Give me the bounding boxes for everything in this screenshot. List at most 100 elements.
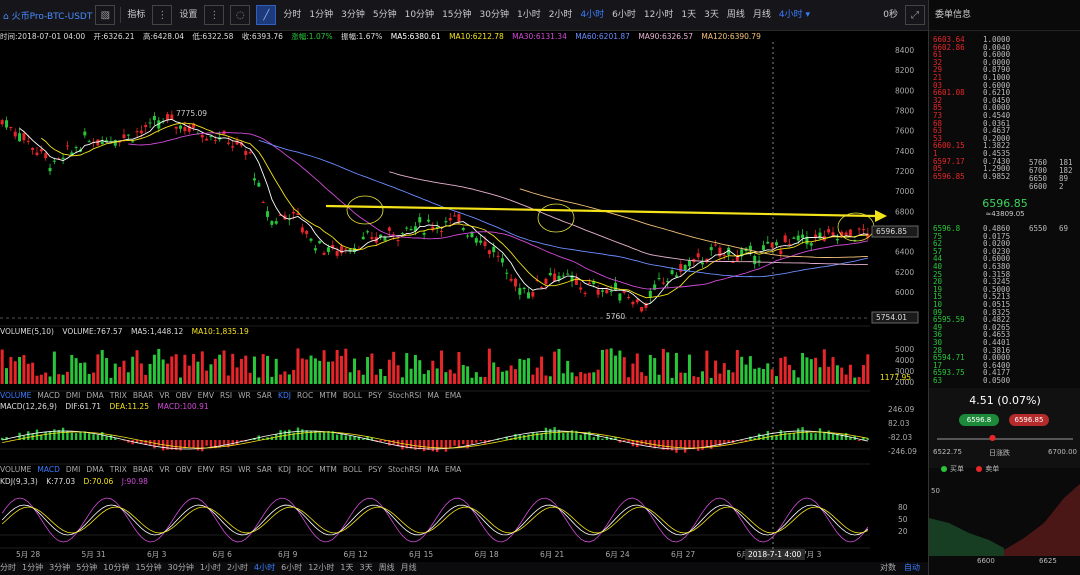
indicator-tab-emv[interactable]: EMV [197, 465, 214, 474]
order-row[interactable]: 36 0.4653 [933, 330, 1010, 339]
settings-button[interactable]: 设置 [179, 10, 198, 20]
order-row[interactable]: 75 0.0175 [933, 232, 1010, 241]
indicator-tab-sar[interactable]: SAR [256, 465, 273, 474]
timeframe-8[interactable]: 2小时 [548, 10, 573, 20]
order-row[interactable]: 85 0.0000 [933, 103, 1010, 112]
bottom-timeframe-5[interactable]: 15分钟 [135, 563, 162, 572]
bottom-timeframe-13[interactable]: 3天 [359, 563, 373, 572]
indicator-tab-obv[interactable]: OBV [175, 391, 192, 400]
order-row[interactable]: 44 0.6000 [933, 254, 1010, 263]
indicator-tab-dma[interactable]: DMA [86, 391, 104, 400]
indicator-tab-boll[interactable]: BOLL [342, 391, 363, 400]
order-row[interactable]: 28 0.3816 [933, 346, 1010, 355]
screenshot-icon[interactable]: ◌ [230, 5, 251, 25]
bottom-timeframe-7[interactable]: 1小时 [199, 563, 221, 572]
sell-price-pill[interactable]: 6596.85 [1009, 414, 1049, 426]
indicator-tab-volume[interactable]: VOLUME [0, 465, 32, 474]
order-row[interactable]: 63 0.0500 [933, 376, 1010, 385]
draw-line-icon[interactable]: ╱ [256, 5, 277, 25]
indicator-tab-wr[interactable]: WR [238, 465, 251, 474]
timeframe-2[interactable]: 3分钟 [341, 10, 365, 20]
indicator-tab-roc[interactable]: ROC [296, 391, 314, 400]
order-row[interactable]: 63 0.4637 [933, 126, 1010, 135]
more-icon-2[interactable]: ⋮ [204, 5, 225, 25]
bottom-timeframe-14[interactable]: 周线 [378, 563, 395, 572]
indicator-tab-vr[interactable]: VR [159, 391, 170, 400]
indicator-tab-mtm[interactable]: MTM [319, 465, 337, 474]
indicator-tab-mtm[interactable]: MTM [319, 391, 337, 400]
timeframe-9[interactable]: 4小时 [580, 10, 605, 20]
timeframe-0[interactable]: 分时 [283, 10, 302, 20]
order-row[interactable]: 6596.8 0.4860 [933, 224, 1010, 233]
order-row[interactable]: 6594.71 0.0000 [933, 353, 1010, 362]
compare-icon[interactable]: ▧ [95, 5, 116, 25]
bottom-timeframe-15[interactable]: 月线 [400, 563, 417, 572]
candlestick-chart[interactable]: 8400820080007800760074007200700068006600… [0, 42, 928, 574]
indicator-tab-psy[interactable]: PSY [368, 465, 382, 474]
indicator-tab-trix[interactable]: TRIX [109, 465, 127, 474]
order-row[interactable]: 17 0.6400 [933, 361, 1010, 370]
indicator-tab-emv[interactable]: EMV [197, 391, 214, 400]
order-row[interactable]: 30 0.4401 [933, 338, 1010, 347]
indicator-tab-macd[interactable]: MACD [37, 391, 60, 400]
more-icon[interactable]: ⋮ [152, 5, 173, 25]
order-row[interactable]: 40 0.6380 [933, 262, 1010, 271]
bottom-timeframe-12[interactable]: 1天 [340, 563, 354, 572]
order-row[interactable]: 10 0.0515 [933, 300, 1010, 309]
order-row[interactable]: 6602.86 0.0040 [933, 43, 1010, 52]
order-row[interactable]: 6597.17 0.7430 [933, 157, 1010, 166]
timeframe-4[interactable]: 10分钟 [404, 10, 435, 20]
indicator-tab-ema[interactable]: EMA [444, 465, 462, 474]
order-row[interactable]: 6593.75 0.4177 [933, 368, 1010, 377]
timeframe-5[interactable]: 15分钟 [442, 10, 472, 20]
bottom-timeframe-8[interactable]: 2小时 [226, 563, 249, 572]
indicator-tab-brar[interactable]: BRAR [132, 391, 154, 400]
timeframe-14[interactable]: 周线 [726, 10, 745, 20]
timeframe-11[interactable]: 12小时 [643, 10, 674, 20]
indicator-tab-ema[interactable]: EMA [444, 391, 462, 400]
indicator-tab-ma[interactable]: MA [427, 465, 439, 474]
indicator-tab-vr[interactable]: VR [159, 465, 170, 474]
indicator-tab-obv[interactable]: OBV [175, 465, 192, 474]
order-row[interactable]: 68 0.0361 [933, 119, 1010, 128]
order-row[interactable]: 15 0.5213 [933, 292, 1010, 301]
order-row[interactable]: 09 0.8325 [933, 308, 1010, 317]
timeframe-13[interactable]: 3天 [704, 10, 719, 20]
bottom-timeframe-6[interactable]: 30分钟 [167, 563, 194, 572]
indicator-tab-rsi[interactable]: RSI [219, 391, 233, 400]
order-row[interactable]: 32 0.0450 [933, 96, 1010, 105]
bottom-timeframe-4[interactable]: 10分钟 [103, 563, 130, 572]
auto-scale-toggle[interactable]: 自动 [904, 563, 920, 572]
order-row[interactable]: 21 0.1000 [933, 73, 1010, 82]
bottom-timeframe-11[interactable]: 12小时 [308, 563, 335, 572]
order-row[interactable]: 05 1.2900 [933, 164, 1010, 173]
timeframe-dropdown[interactable]: 4小时 ▾ [778, 10, 810, 20]
indicator-tab-dmi[interactable]: DMI [65, 465, 81, 474]
order-row[interactable]: 19 0.5000 [933, 285, 1010, 294]
indicator-tab-stochrsi[interactable]: StochRSI [387, 391, 422, 400]
symbol-selector[interactable]: ⌂ 火币Pro-BTC-USDT [3, 11, 93, 22]
order-row[interactable]: 61 0.6000 [933, 50, 1010, 59]
order-row[interactable]: 6596.85 0.9852 [933, 172, 1010, 181]
bottom-timeframe-1[interactable]: 1分钟 [22, 563, 44, 572]
indicator-button[interactable]: 指标 [127, 10, 146, 20]
bottom-timeframe-9[interactable]: 4小时 [254, 563, 276, 572]
indicator-tab-macd[interactable]: MACD [37, 465, 60, 474]
bottom-timeframe-10[interactable]: 6小时 [281, 563, 303, 572]
indicator-tab-roc[interactable]: ROC [296, 465, 314, 474]
order-row[interactable]: 6595.59 0.4822 [933, 315, 1010, 324]
order-row[interactable]: 29 0.8790 [933, 65, 1010, 74]
indicator-tab-psy[interactable]: PSY [368, 391, 382, 400]
order-row[interactable]: 73 0.4540 [933, 111, 1010, 120]
order-row[interactable]: 6601.08 0.6210 [933, 88, 1010, 97]
order-row[interactable]: 49 0.0265 [933, 323, 1010, 332]
order-row[interactable]: 03 0.6000 [933, 81, 1010, 90]
timeframe-3[interactable]: 5分钟 [372, 10, 397, 20]
bottom-timeframe-3[interactable]: 5分钟 [76, 563, 98, 572]
order-row[interactable]: 32 0.0000 [933, 58, 1010, 67]
indicator-tab-volume[interactable]: VOLUME [0, 391, 32, 400]
buy-price-pill[interactable]: 6596.8 [959, 414, 999, 426]
bottom-timeframe-2[interactable]: 3分钟 [49, 563, 71, 572]
bottom-timeframe-0[interactable]: 分时 [0, 563, 16, 572]
timeframe-7[interactable]: 1小时 [516, 10, 541, 20]
